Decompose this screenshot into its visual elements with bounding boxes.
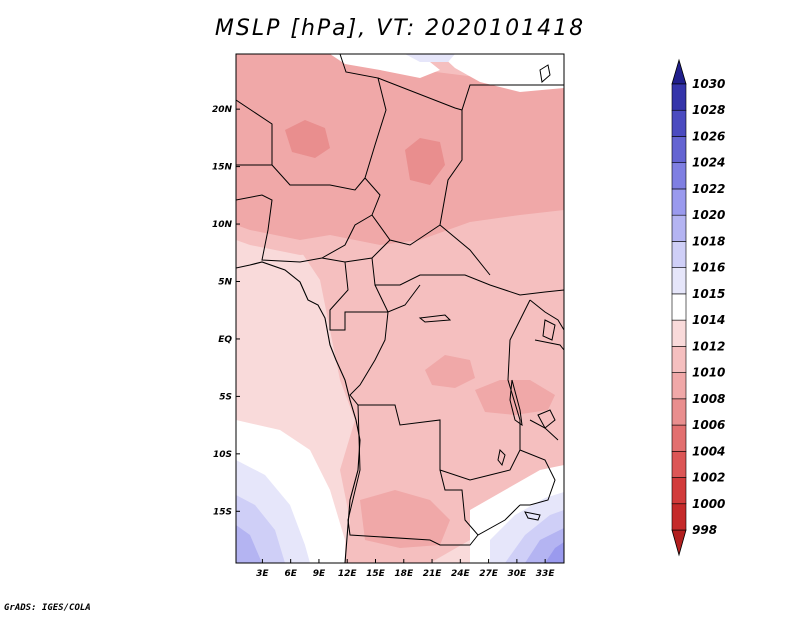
lakes [418, 64, 556, 521]
contour-fill-1012 [300, 220, 564, 563]
y-axis: 20N 15N 10N 5N EQ 5S 10S 15S [212, 105, 240, 517]
x-tick-label: 27E [479, 569, 499, 579]
y-tick-label: 20N [212, 105, 233, 115]
contour-fill-1010-center [425, 355, 475, 388]
y-tick-label: EQ [218, 335, 232, 345]
y-tick-label: 5S [219, 392, 232, 402]
colorbar-segment [671, 188, 687, 216]
x-tick-label: 30E [508, 569, 528, 579]
colorbar-label: 1006 [692, 418, 725, 432]
country-borders [236, 54, 564, 546]
colorbar-segment [671, 267, 687, 295]
colorbar-segment [671, 346, 687, 373]
contour-fill-1010-south [360, 490, 450, 548]
x-tick-label: 33E [536, 569, 556, 579]
colorbar-label: 998 [692, 523, 717, 537]
colorbar-segment [671, 503, 687, 531]
contour-fill-1022-se [545, 542, 564, 563]
colorbar-label: 1012 [692, 339, 725, 353]
colorbar-label: 1002 [692, 471, 725, 485]
colorbar-segment [671, 109, 687, 137]
chart-title: MSLP [hPa], VT: 2020101418 [214, 16, 586, 41]
colorbar-label: 1024 [692, 156, 725, 170]
colorbar-label: 1020 [692, 208, 725, 222]
contour-fill-1010-east [475, 380, 555, 415]
x-tick-label: 24E [451, 569, 471, 579]
y-tick-label: 10N [212, 220, 233, 230]
colorbar-high-arrow [671, 58, 687, 85]
colorbar-label: 1022 [692, 182, 725, 196]
contour-fill-1020-sw [236, 525, 262, 563]
colorbar-label: 1030 [692, 77, 725, 91]
colorbar-segment [671, 136, 687, 164]
colorbar-label: 1018 [692, 234, 725, 248]
x-tick-label: 12E [338, 569, 358, 579]
colorbar-label: 1026 [692, 129, 725, 143]
y-tick-label: 15N [212, 163, 233, 173]
y-tick-label: 10S [213, 450, 232, 460]
colorbar-segment [671, 241, 687, 268]
colorbar-segment [671, 372, 687, 400]
colorbar-label: 1014 [692, 313, 725, 327]
map-frame [235, 53, 565, 564]
x-axis: 3E 6E 9E 12E 15E 18E 21E 24E 27E 30E 33E [256, 559, 555, 579]
colorbar-label: 1000 [692, 497, 725, 511]
contour-fill-1008 [285, 120, 330, 158]
colorbar-segment [671, 450, 687, 478]
credit-label: GrADS: IGES/COLA [4, 603, 91, 613]
colorbar-segment [671, 162, 687, 190]
colorbar-low-arrow [671, 529, 687, 557]
colorbar-segment [671, 83, 687, 111]
colorbar-label: 1004 [692, 444, 725, 458]
x-tick-label: 21E [423, 569, 443, 579]
colorbar-segment [671, 319, 687, 347]
colorbar-label: 1008 [692, 392, 725, 406]
y-tick-label: 15S [213, 507, 232, 517]
colorbar-label: 1016 [692, 261, 725, 275]
pressure-field [236, 54, 564, 563]
y-tick-label: 5N [218, 277, 232, 287]
colorbar-label: 1015 [692, 287, 725, 301]
x-tick-label: 9E [313, 569, 326, 579]
colorbar-segment [671, 293, 687, 321]
colorbar-segment [671, 477, 687, 505]
x-tick-label: 15E [366, 569, 386, 579]
contour-fill-1008-b [405, 138, 445, 185]
x-tick-label: 18E [394, 569, 414, 579]
colorbar-segment [671, 398, 687, 426]
contour-fill-1010 [236, 54, 564, 245]
contour-fill-1015-north [330, 54, 440, 78]
x-tick-label: 3E [256, 569, 269, 579]
colorbar-segment [671, 424, 687, 452]
colorbar-label: 1028 [692, 103, 725, 117]
colorbar-segment [671, 214, 687, 242]
x-tick-label: 6E [284, 569, 297, 579]
colorbar: 998 1000 1002 1004 1006 1008 1010 1012 1014 1015 1… [671, 58, 725, 557]
contour-fill-1015-north-b [440, 54, 564, 92]
colorbar-label: 1010 [692, 366, 725, 380]
contour-fill-1016-n [405, 54, 455, 62]
coastline [236, 261, 361, 563]
